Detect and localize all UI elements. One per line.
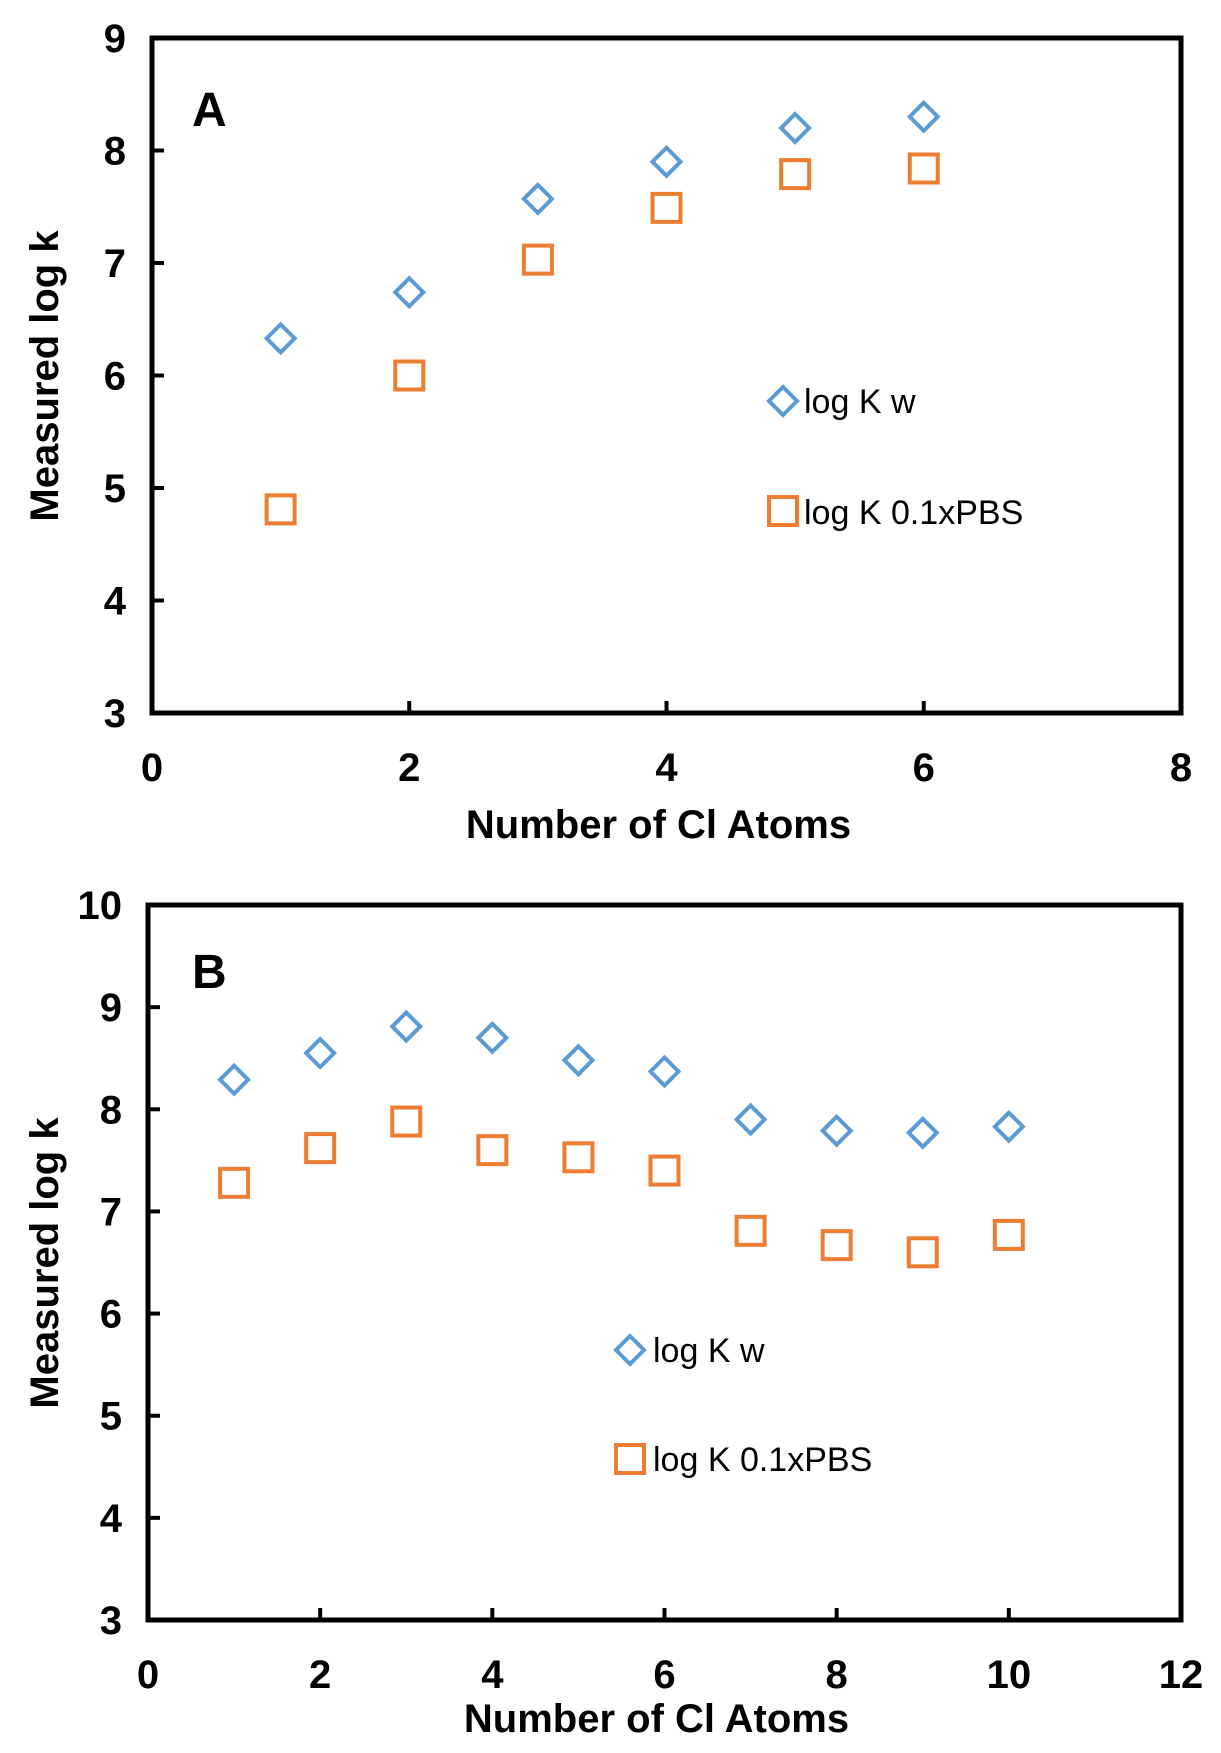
legend-label: log K 0.1xPBS: [804, 494, 1023, 532]
panel-B: 0 2 4 6 8 10 12 3 4 5 6 7 8 9 10 Number of Cl Atoms Meas…: [23, 884, 1203, 1741]
data-point-log-k-w: [905, 1115, 940, 1150]
x-tick-label: 0: [137, 1653, 159, 1697]
plot-frame: [145, 902, 1184, 1623]
y-axis-title: Measured log k: [23, 1117, 67, 1409]
data-point-log-k-pbs: [734, 1214, 767, 1247]
series-log-k-w: [263, 99, 941, 356]
data-point-log-k-w: [647, 1054, 682, 1089]
x-tick-label: 10: [987, 1653, 1032, 1697]
x-axis-title: Number of Cl Atoms: [464, 1697, 849, 1741]
legend-marker-log-k-w: [766, 384, 800, 418]
x-tick-label: 4: [481, 1653, 504, 1697]
y-tick-label: 6: [104, 355, 126, 399]
data-point-log-k-w: [649, 144, 684, 179]
x-tick-label: 0: [141, 746, 163, 790]
data-point-log-k-pbs: [218, 1166, 251, 1199]
legend-label: log K 0.1xPBS: [653, 1441, 872, 1479]
data-point-log-k-pbs: [304, 1132, 337, 1165]
series-log-k-w: [217, 1009, 1026, 1150]
panel-label: A: [192, 84, 227, 137]
y-tick-label: 3: [100, 1599, 122, 1643]
data-point-log-k-w: [561, 1043, 596, 1078]
x-tick-label: 2: [398, 746, 420, 790]
x-tick-label: 6: [913, 746, 935, 790]
series-log-k-pbs: [264, 152, 940, 526]
x-axis-title: Number of Cl Atoms: [466, 803, 851, 847]
legend-label: log K w: [804, 383, 916, 421]
y-tick-label: 9: [100, 986, 122, 1030]
y-tick-label: 5: [100, 1395, 122, 1439]
data-point-log-k-pbs: [779, 158, 812, 191]
x-tick-label: 4: [655, 746, 678, 790]
data-point-log-k-pbs: [648, 1154, 681, 1187]
legend-label: log K w: [653, 1332, 765, 1370]
y-axis-title: Measured log k: [23, 230, 67, 522]
data-point-log-k-w: [819, 1113, 854, 1148]
data-point-log-k-w: [906, 99, 941, 134]
y-tick-label: 6: [100, 1293, 122, 1337]
y-tick-label: 8: [100, 1088, 122, 1132]
y-tick-label: 8: [104, 130, 126, 174]
data-point-log-k-w: [303, 1036, 337, 1070]
data-point-log-k-pbs: [521, 243, 554, 276]
y-tick-label: 4: [104, 580, 127, 624]
data-point-log-k-pbs: [476, 1134, 509, 1167]
data-point-log-k-w: [392, 275, 427, 310]
y-tick-label: 5: [104, 467, 126, 511]
x-tick-label: 12: [1159, 1653, 1204, 1697]
panel-label: B: [192, 946, 227, 999]
y-tick-label: 7: [100, 1190, 122, 1234]
y-tick-label: 3: [104, 692, 126, 736]
data-point-log-k-pbs: [390, 1105, 423, 1138]
data-point-log-k-w: [217, 1062, 251, 1097]
data-point-log-k-pbs: [907, 152, 940, 185]
data-point-log-k-pbs: [393, 359, 426, 392]
data-point-log-k-pbs: [906, 1236, 939, 1269]
data-point-log-k-pbs: [562, 1141, 595, 1174]
x-tick-label: 6: [653, 1653, 675, 1697]
data-point-log-k-w: [389, 1009, 424, 1044]
data-point-log-k-w: [992, 1109, 1026, 1144]
y-tick-label: 4: [100, 1497, 123, 1541]
plot-frame: [149, 35, 1184, 716]
data-point-log-k-pbs: [650, 191, 683, 224]
y-tick-label: 9: [104, 17, 126, 61]
data-point-log-k-w: [733, 1102, 768, 1137]
legend-marker-log-k-w: [613, 1333, 647, 1367]
data-point-log-k-pbs: [264, 493, 297, 526]
y-tick-label: 10: [78, 884, 123, 928]
x-tick-label: 2: [309, 1653, 331, 1697]
data-point-log-k-w: [263, 321, 298, 356]
data-point-log-k-pbs: [820, 1229, 853, 1262]
panel-A: 0 2 4 6 8 3 4 5 6 7 8 9 Number of Cl Atoms Measured l…: [23, 17, 1192, 847]
data-point-log-k-w: [778, 111, 812, 145]
x-tick-label: 8: [826, 1653, 848, 1697]
legend-marker-log-k-pbs: [767, 495, 799, 527]
series-log-k-pbs: [218, 1105, 1025, 1269]
y-tick-label: 7: [104, 242, 126, 286]
legend-marker-log-k-pbs: [614, 1443, 646, 1475]
x-tick-label: 8: [1170, 746, 1192, 790]
data-point-log-k-w: [475, 1020, 510, 1055]
data-point-log-k-w: [521, 182, 555, 216]
data-point-log-k-pbs: [992, 1218, 1025, 1251]
